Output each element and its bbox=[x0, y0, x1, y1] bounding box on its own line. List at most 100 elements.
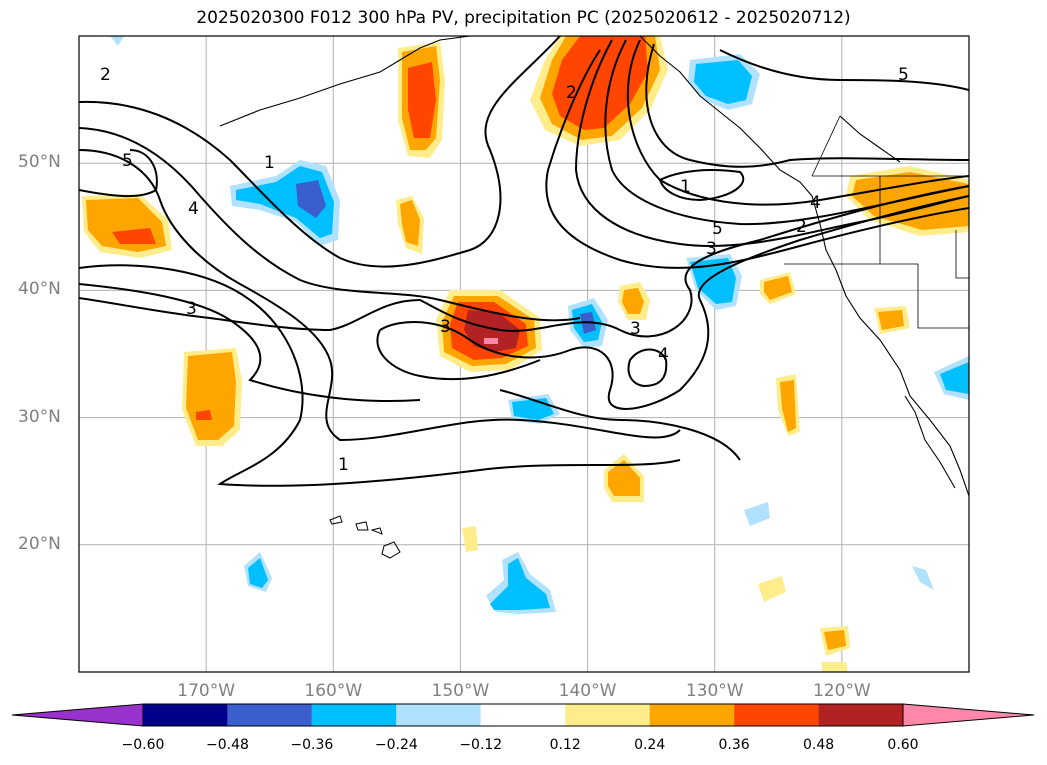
colorbar-segment bbox=[818, 704, 903, 726]
pv-contour-line bbox=[545, 49, 969, 269]
contour-label: 1 bbox=[264, 153, 275, 173]
graticule bbox=[79, 36, 969, 672]
precip-area bbox=[758, 576, 786, 602]
precip-area bbox=[110, 36, 124, 46]
contour-label: 2 bbox=[100, 65, 111, 85]
political-borders bbox=[784, 115, 969, 329]
pv-contour-line bbox=[604, 39, 969, 226]
pv-contour-line bbox=[658, 169, 745, 202]
latitude-label: 40°N bbox=[18, 279, 61, 300]
colorbar-tick-label: 0.12 bbox=[549, 737, 581, 753]
precip-area bbox=[694, 60, 752, 104]
contour-label: 3 bbox=[440, 317, 451, 337]
precip-area bbox=[408, 62, 436, 138]
pv-contour-line bbox=[379, 195, 969, 410]
colorbar-tick-label: −0.60 bbox=[121, 737, 165, 753]
contour-label: 2 bbox=[566, 83, 577, 103]
precip-area bbox=[824, 630, 846, 650]
contour-labels: 2 5 1 4 3 3 3 4 1 2 1 5 3 2 4 5 bbox=[100, 65, 909, 475]
colorbar-segment bbox=[565, 704, 650, 726]
map-frame bbox=[78, 35, 970, 673]
pv-contour-line bbox=[79, 283, 421, 402]
contour-label: 3 bbox=[630, 319, 641, 339]
precip-area bbox=[462, 526, 478, 552]
colorbar-extend-high bbox=[902, 703, 1035, 727]
pv-contour-line bbox=[79, 149, 681, 442]
colorbar-segment bbox=[649, 704, 735, 726]
precip-area bbox=[464, 310, 520, 352]
precip-area bbox=[484, 338, 498, 344]
longitude-label: 170°W bbox=[177, 681, 236, 701]
precip-area bbox=[186, 352, 236, 440]
longitude-label: 140°W bbox=[558, 681, 617, 701]
longitude-label: 120°W bbox=[812, 681, 871, 701]
contour-label: 4 bbox=[188, 199, 199, 219]
contour-label: 1 bbox=[338, 455, 349, 475]
colorbar-segment bbox=[311, 704, 397, 726]
contour-label: 3 bbox=[186, 299, 197, 319]
map-title: 2025020300 F012 300 hPa PV, precipitatio… bbox=[196, 8, 851, 28]
colorbar-tick-label: 0.48 bbox=[802, 737, 835, 753]
pv-contour-line bbox=[79, 36, 561, 268]
contour-label: 4 bbox=[658, 345, 669, 365]
contour-label: 4 bbox=[810, 193, 821, 213]
colorbar-segment bbox=[396, 704, 481, 726]
colorbar-tick-label: 0.60 bbox=[887, 737, 919, 753]
precip-shading bbox=[82, 36, 969, 672]
colorbar-segment bbox=[143, 704, 228, 726]
precip-area bbox=[490, 558, 550, 610]
pv-contour-line bbox=[79, 297, 421, 332]
contour-label: 5 bbox=[898, 65, 909, 85]
pv-contour-line bbox=[626, 39, 969, 206]
colorbar-tick-label: −0.36 bbox=[290, 737, 334, 753]
pv-contour-line bbox=[79, 264, 681, 487]
precip-area bbox=[608, 460, 640, 496]
longitude-label: 130°W bbox=[685, 681, 744, 701]
precip-area bbox=[764, 276, 792, 300]
hawaiian-islands bbox=[329, 515, 401, 559]
coastlines bbox=[219, 36, 969, 497]
contour-label: 3 bbox=[706, 239, 717, 259]
latitude-label: 50°N bbox=[18, 152, 61, 173]
pv-contour-line bbox=[719, 49, 969, 91]
colorbar bbox=[11, 703, 1035, 727]
precip-area bbox=[822, 662, 848, 672]
colorbar-outline bbox=[142, 703, 904, 727]
colorbar-segment bbox=[480, 704, 566, 726]
colorbar-tick-label: 0.36 bbox=[718, 737, 750, 753]
precip-area bbox=[400, 200, 420, 246]
pv-contour-line bbox=[79, 149, 158, 198]
precip-area bbox=[852, 172, 969, 230]
precip-area bbox=[940, 362, 969, 394]
colorbar-extend-low bbox=[11, 703, 144, 727]
pv-contours bbox=[79, 36, 969, 487]
pv-contour-line bbox=[645, 43, 969, 168]
precip-area bbox=[112, 228, 156, 244]
precip-area bbox=[552, 36, 648, 130]
pv-contour-line bbox=[376, 329, 541, 381]
longitude-label: 160°W bbox=[304, 681, 363, 701]
precip-area bbox=[296, 180, 326, 218]
precip-area bbox=[878, 310, 904, 330]
longitude-label: 150°W bbox=[431, 681, 490, 701]
pv-contour-line bbox=[574, 39, 969, 247]
precip-area bbox=[744, 502, 770, 526]
pv-contour-line bbox=[79, 127, 581, 322]
latitude-label: 20°N bbox=[18, 533, 61, 554]
contour-label: 2 bbox=[796, 217, 807, 237]
precip-area bbox=[196, 410, 212, 420]
colorbar-tick-label: −0.12 bbox=[459, 737, 503, 753]
colorbar-segment bbox=[734, 704, 819, 726]
contour-label: 5 bbox=[712, 219, 723, 239]
precip-area bbox=[912, 566, 934, 590]
precip-area bbox=[780, 380, 796, 432]
colorbar-tick-label: −0.48 bbox=[205, 737, 249, 753]
contour-label: 1 bbox=[680, 177, 691, 197]
pv-contour-line bbox=[499, 389, 741, 461]
colorbar-tick-label: −0.24 bbox=[374, 737, 418, 753]
colorbar-tick-label: 0.24 bbox=[634, 737, 666, 753]
colorbar-segment bbox=[227, 704, 312, 726]
latitude-label: 30°N bbox=[18, 406, 61, 427]
pv-contour-line bbox=[627, 348, 668, 388]
